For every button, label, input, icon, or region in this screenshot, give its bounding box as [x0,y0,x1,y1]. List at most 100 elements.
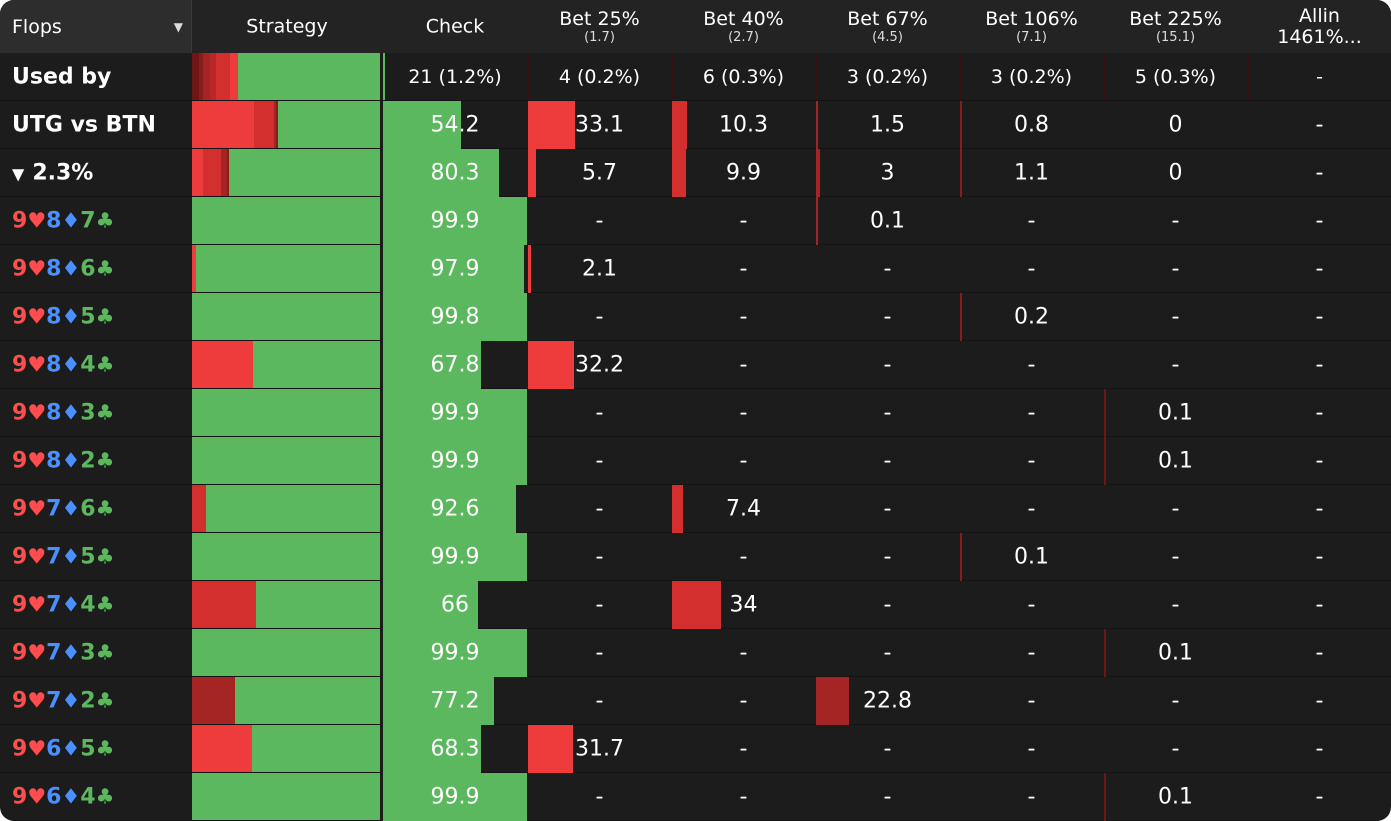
check-value: 99.9 [430,640,480,666]
bet-25-column-header[interactable]: Bet 25% (1.7) [528,0,671,53]
bet-25-strategy-segment [192,245,196,293]
bet-25-cell: - [528,629,671,677]
strategy-bar[interactable] [192,149,380,197]
flop-row[interactable]: 9♥8♦4♣ 67.8 32.2 - - - - - [0,341,1391,389]
check-value: 99.9 [430,784,480,810]
bet-67-value: - [883,544,892,570]
strategy-bar[interactable] [192,533,380,581]
flop-row[interactable]: 9♥7♦2♣ 77.2 - - 22.8 - - - [0,677,1391,725]
check-column-header[interactable]: Check [383,0,527,53]
strategy-bar[interactable] [192,677,380,725]
strategy-bar[interactable] [192,725,380,773]
check-strategy-segment [252,341,380,389]
flop-row[interactable]: 9♥7♦4♣ 66 - 34 - - - - [0,581,1391,629]
clubs-icon: ♣ [95,592,115,617]
bet-106-value: 1.1 [1014,160,1049,186]
bet-strategy-segment [192,53,199,101]
bet-40-strategy-segment [192,581,256,629]
bet-25-column-label: Bet 25% (1.7) [528,8,671,45]
strategy-bar[interactable] [192,773,380,821]
bet-106-column-header[interactable]: Bet 106% (7.1) [960,0,1103,53]
check-strategy-segment [192,773,380,821]
bet-40-label: Bet 40% [703,7,784,30]
allin-value: - [1315,400,1324,426]
check-strategy-segment [192,389,380,437]
strategy-column-header[interactable]: Strategy [192,0,382,53]
check-strategy-segment [192,533,380,581]
check-strategy-segment [229,149,380,197]
strategy-bar[interactable] [192,437,380,485]
table-header: Flops ▼ Strategy Check Bet 25% (1.7) Bet 4… [0,0,1391,53]
bet-225-value: 5 (0.3%) [1134,66,1217,88]
flop-row[interactable]: 9♥6♦4♣ 99.9 - - - - 0.1 - [0,773,1391,821]
bet-67-frequency-bar [816,149,821,197]
strategy-bar[interactable] [192,101,380,149]
card-rank: 8 [46,256,62,282]
bet-25-value: 2.1 [582,256,617,282]
flop-row[interactable]: 9♥8♦7♣ 99.9 - - 0.1 - - - [0,197,1391,245]
check-strategy-segment [192,293,380,341]
bet-40-value: - [739,688,748,714]
check-strategy-segment [238,53,380,101]
bet-225-cell: - [1104,341,1247,389]
bet-106-column-label: Bet 106% (7.1) [960,8,1103,45]
bet-67-column-header[interactable]: Bet 67% (4.5) [816,0,959,53]
allin-cell: - [1248,485,1391,533]
bet-67-frequency-bar [816,101,819,149]
allin-column-header[interactable]: Allin 1461%... [1248,0,1391,53]
column-divider [1248,53,1249,101]
bet-225-value: 0.1 [1158,640,1193,666]
flop-row[interactable]: 9♥8♦2♣ 99.9 - - - - 0.1 - [0,437,1391,485]
row-divider [0,580,1391,581]
bet-67-value: - [883,256,892,282]
strategy-bar[interactable] [192,629,380,677]
check-strategy-segment [205,485,380,533]
card-rank: 6 [46,736,62,762]
allin-value: - [1315,112,1324,138]
bet-25-value: 4 (0.2%) [558,66,641,88]
bet-106-value: 0.1 [1014,544,1049,570]
row-divider [0,772,1391,773]
bet-225-frequency-bar [1104,773,1106,821]
check-value: 21 (1.2%) [408,66,502,88]
flop-row[interactable]: 9♥6♦5♣ 68.3 31.7 - - - - - [0,725,1391,773]
bet-67-value: 3 [880,160,895,186]
strategy-bar[interactable] [192,197,380,245]
bet-25-strategy-segment [192,341,253,389]
card-rank: 9 [12,496,28,522]
card-rank: 8 [46,208,62,234]
bet-25-cell: 33.1 [528,101,671,149]
flop-row[interactable]: 9♥7♦3♣ 99.9 - - - - 0.1 - [0,629,1391,677]
flop-row[interactable]: 9♥8♦5♣ 99.8 - - - 0.2 - - [0,293,1391,341]
card-rank: 3 [80,400,96,426]
strategy-bar[interactable] [192,293,380,341]
bet-67-value: - [883,592,892,618]
filter-icon[interactable]: ▼ [12,164,25,184]
flop-row[interactable]: 9♥8♦6♣ 97.9 2.1 - - - - - [0,245,1391,293]
hearts-icon: ♥ [27,544,47,569]
flop-cards: 9♥6♦4♣ [12,785,114,810]
chevron-down-icon: ▼ [173,19,183,34]
strategy-bar[interactable] [192,485,380,533]
flops-dropdown[interactable]: Flops ▼ [0,0,192,53]
flop-row[interactable]: 9♥7♦6♣ 92.6 - 7.4 - - - - [0,485,1391,533]
bet-67-cell: - [816,341,959,389]
bet-225-column-header[interactable]: Bet 225% (15.1) [1104,0,1247,53]
strategy-bar[interactable] [192,389,380,437]
strategy-bar[interactable] [192,245,380,293]
row-divider [0,196,1391,197]
strategy-bar[interactable] [192,581,380,629]
flop-row[interactable]: 9♥8♦3♣ 99.9 - - - - 0.1 - [0,389,1391,437]
bet-40-column-header[interactable]: Bet 40% (2.7) [672,0,815,53]
card-rank: 7 [46,544,62,570]
bet-225-cell: 0.1 [1104,389,1247,437]
bet-40-strategy-segment [192,485,206,533]
hearts-icon: ♥ [27,448,47,473]
bet-25-cell: - [528,437,671,485]
strategy-bar[interactable] [192,53,380,101]
strategy-bar[interactable] [192,341,380,389]
flop-row[interactable]: 9♥7♦5♣ 99.9 - - - 0.1 - - [0,533,1391,581]
allin-value: - [1315,544,1324,570]
bet-67-cell: - [816,485,959,533]
card-rank: 9 [12,304,28,330]
